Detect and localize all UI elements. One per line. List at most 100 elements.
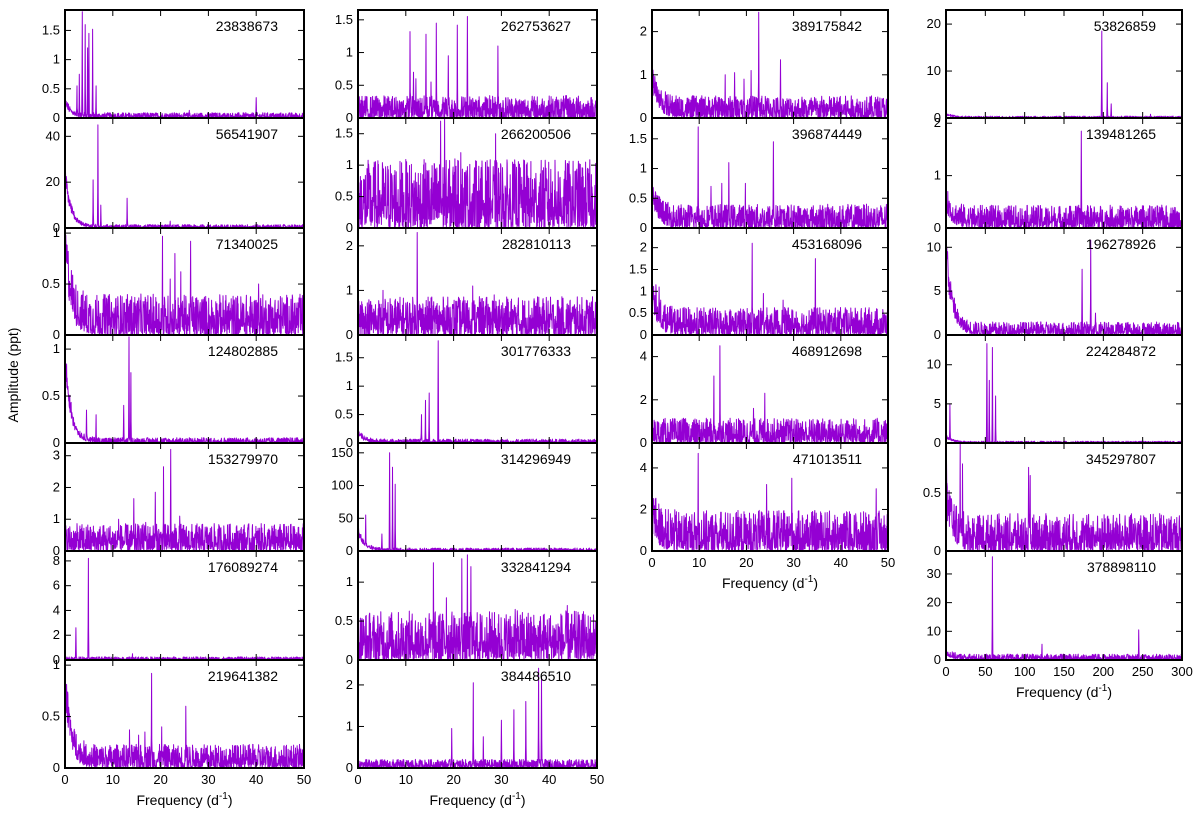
y-tick-label: 0.5: [923, 485, 941, 500]
star-id-label: 378898110: [1087, 559, 1156, 575]
star-id-label: 266200506: [501, 126, 571, 142]
x-axis-title: Frequency (d-1): [136, 791, 232, 808]
star-id-label: 219641382: [208, 668, 278, 684]
y-tick-label: 1: [53, 341, 60, 356]
star-id-label: 139481265: [1086, 126, 1156, 142]
x-tick-label: 10: [106, 772, 120, 787]
y-tick-label: 5: [934, 283, 941, 298]
y-tick-label: 8: [53, 553, 60, 568]
panel-153279970: 0 1 2 3 153279970: [53, 442, 305, 558]
y-tick-label: 0: [346, 543, 353, 558]
y-tick-label: 1: [346, 157, 353, 172]
y-tick-label: 2: [640, 501, 647, 516]
spectrum-line-396874449: [651, 126, 889, 229]
panel-301776333: 0 0.5 1 1.5 301776333: [335, 334, 598, 450]
star-id-label: 471013511: [793, 451, 862, 467]
y-tick-label: 0: [53, 435, 60, 450]
star-id-label: 71340025: [216, 236, 279, 252]
y-tick-label: 0.5: [335, 407, 353, 422]
y-tick-label: 20: [46, 174, 60, 189]
y-tick-label: 0: [640, 435, 647, 450]
y-tick-label: 0.5: [629, 305, 647, 320]
star-id-label: 23838673: [216, 18, 279, 34]
star-id-label: 282810113: [502, 236, 571, 252]
panel-224284872: 0 5 10 224284872: [927, 334, 1183, 450]
x-tick-label: 200: [1092, 664, 1114, 679]
x-axis-title: Frequency (d-1): [1016, 683, 1112, 700]
spectrum-line-471013511: [651, 452, 889, 552]
y-tick-label: 1.5: [629, 131, 647, 146]
y-tick-label: 0: [640, 110, 647, 125]
star-id-label: 224284872: [1086, 343, 1156, 359]
y-tick-label: 0: [346, 760, 353, 775]
y-tick-label: 0: [346, 220, 353, 235]
y-tick-label: 1: [640, 67, 647, 82]
spectrum-line-453168096: [651, 242, 889, 336]
y-tick-label: 2: [640, 24, 647, 39]
panel-453168096: 0 0.5 1 1.5 2 453168096: [629, 227, 889, 342]
x-tick-label: 0: [354, 772, 361, 787]
star-id-label: 468912698: [792, 343, 862, 359]
x-tick-label: 0: [61, 772, 68, 787]
x-tick-label: 0: [942, 664, 949, 679]
star-id-label: 453168096: [792, 236, 862, 252]
y-tick-label: 0: [53, 652, 60, 667]
y-tick-label: 4: [640, 460, 647, 475]
star-id-label: 345297807: [1086, 451, 1156, 467]
y-tick-label: 1.5: [42, 22, 60, 37]
y-tick-label: 1: [346, 378, 353, 393]
y-tick-label: 0: [934, 543, 941, 558]
panel-332841294: 0 0.5 1 332841294: [335, 550, 598, 667]
y-tick-label: 0.5: [42, 709, 60, 724]
y-tick-label: 0: [640, 327, 647, 342]
y-tick-label: 50: [339, 510, 353, 525]
y-tick-label: 20: [927, 16, 941, 31]
y-tick-label: 1: [53, 225, 60, 240]
y-tick-label: 10: [927, 623, 941, 638]
spectrum-line-262753627: [357, 16, 598, 119]
y-tick-label: 40: [46, 128, 60, 143]
panel-468912698: 0 2 4 468912698: [640, 334, 889, 450]
spectrum-line-53826859: [945, 30, 1183, 119]
x-tick-label: 30: [201, 772, 215, 787]
x-tick-label: 50: [297, 772, 311, 787]
y-tick-label: 0: [934, 327, 941, 342]
y-tick-label: 30: [927, 566, 941, 581]
y-tick-label: 0.5: [42, 388, 60, 403]
spectrum-line-153279970: [64, 448, 305, 552]
y-tick-label: 6: [53, 578, 60, 593]
y-tick-label: 0.5: [42, 276, 60, 291]
star-id-label: 196278926: [1086, 236, 1156, 252]
star-id-label: 176089274: [208, 559, 278, 575]
spectrum-line-389175842: [651, 11, 889, 119]
y-tick-label: 0.5: [335, 77, 353, 92]
y-tick-label: 1: [934, 168, 941, 183]
y-tick-label: 4: [53, 602, 60, 617]
y-tick-label: 0: [640, 220, 647, 235]
y-tick-label: 0: [934, 652, 941, 667]
star-id-label: 56541907: [216, 126, 279, 142]
y-tick-label: 2: [934, 115, 941, 130]
panel-176089274: 0 2 4 6 8 176089274: [53, 550, 305, 667]
y-tick-label: 1: [346, 718, 353, 733]
x-tick-label: 150: [1053, 664, 1075, 679]
panel-56541907: 0 20 40 56541907: [46, 117, 305, 235]
y-tick-label: 0: [346, 327, 353, 342]
star-id-label: 314296949: [501, 451, 571, 467]
panel-frame: [651, 442, 889, 552]
y-tick-label: 2: [640, 240, 647, 255]
y-tick-label: 2: [346, 677, 353, 692]
y-tick-label: 10: [927, 239, 941, 254]
panel-196278926: 0 5 10 196278926: [927, 227, 1183, 342]
y-tick-label: 0.5: [335, 189, 353, 204]
y-tick-label: 1: [346, 45, 353, 60]
y-tick-label: 1.5: [335, 12, 353, 27]
panel-frame: [64, 659, 305, 769]
y-tick-label: 0: [934, 110, 941, 125]
star-id-label: 124802885: [208, 343, 278, 359]
y-tick-label: 10: [927, 63, 941, 78]
x-axis-title: Frequency (d-1): [722, 574, 818, 591]
panel-71340025: 0 0.5 1 71340025: [42, 225, 305, 342]
